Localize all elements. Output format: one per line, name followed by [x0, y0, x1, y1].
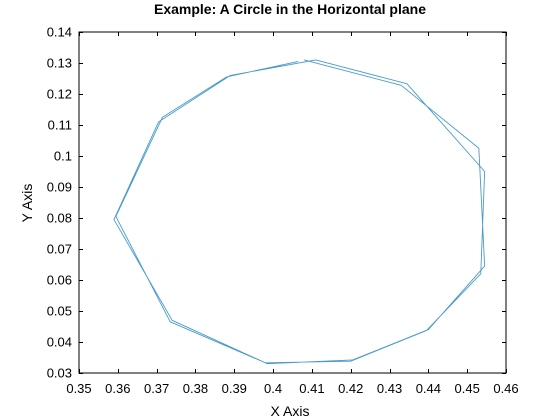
x-tick-label: 0.45: [455, 381, 480, 396]
y-tick-label: 0.11: [48, 118, 72, 133]
series-line-1: [113, 59, 486, 365]
x-tick-label: 0.43: [377, 381, 402, 396]
y-axis: 0.03 0.04 0.05 0.06 0.07 0.08 0.09 0.1 0.11 0.12 0…: [47, 25, 506, 381]
y-tick-label: 0.04: [47, 335, 72, 350]
plot-area: [78, 31, 507, 374]
y-tick-label: 0.07: [47, 242, 72, 257]
x-tick-label: 0.35: [66, 381, 91, 396]
x-tick-label: 0.41: [299, 381, 324, 396]
y-axis-label: Y Axis: [19, 184, 35, 223]
y-tick-label: 0.05: [47, 304, 72, 319]
x-tick-label: 0.42: [338, 381, 363, 396]
series-layer: [113, 59, 486, 365]
y-tick-label: 0.12: [47, 87, 72, 102]
x-tick-label: 0.46: [493, 381, 518, 396]
plot-frame: [78, 31, 507, 374]
x-tick-label: 0.36: [105, 381, 130, 396]
chart-title: Example: A Circle in the Horizontal plan…: [154, 1, 426, 17]
y-tick-label: 0.09: [47, 180, 72, 195]
x-tick-label: 0.4: [264, 381, 282, 396]
y-tick-label: 0.1: [54, 149, 72, 164]
y-tick-label: 0.06: [47, 273, 72, 288]
y-tick-label: 0.08: [47, 211, 72, 226]
x-axis: 0.35 0.36 0.37 0.38 0.39 0.4 0.41 0.42 0.43 0.44 0…: [66, 32, 519, 396]
y-tick-label: 0.13: [47, 56, 72, 71]
x-tick-label: 0.37: [144, 381, 169, 396]
y-tick-label: 0.14: [47, 25, 72, 40]
x-tick-label: 0.39: [222, 381, 247, 396]
y-tick-label: 0.03: [47, 366, 72, 381]
x-tick-label: 0.38: [183, 381, 208, 396]
x-tick-label: 0.44: [416, 381, 441, 396]
x-axis-label: X Axis: [271, 403, 310, 419]
